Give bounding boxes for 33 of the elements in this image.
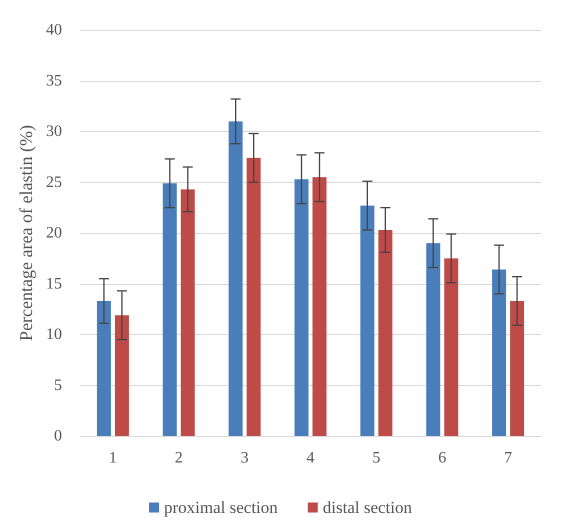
- y-tick-label: 40: [46, 22, 62, 38]
- bar: [444, 258, 458, 436]
- bar: [180, 189, 195, 436]
- bar: [162, 183, 177, 436]
- y-tick-label: 10: [46, 326, 62, 343]
- bar: [492, 270, 506, 436]
- bar: [510, 301, 524, 436]
- y-tick-label: 15: [46, 275, 62, 292]
- x-tick-label: 7: [504, 450, 512, 466]
- bar: [312, 177, 326, 436]
- y-tick-label: 5: [54, 376, 62, 394]
- legend-label: distal section: [322, 498, 413, 517]
- bar: [360, 206, 374, 436]
- y-tick-label: 35: [46, 72, 62, 90]
- bar: [378, 230, 392, 436]
- bar: [114, 315, 129, 436]
- x-tick-label: 3: [240, 450, 249, 466]
- bar: [228, 121, 243, 436]
- bar: [96, 301, 111, 436]
- x-tick-label: 4: [306, 450, 314, 466]
- bar: [426, 243, 440, 436]
- x-tick-label: 1: [108, 450, 117, 466]
- x-tick-label: 2: [174, 450, 183, 466]
- y-tick-label: 0: [54, 428, 62, 444]
- x-tick-label: 5: [372, 450, 380, 466]
- y-tick-label: 25: [46, 174, 62, 191]
- y-tick-label: 20: [46, 224, 62, 242]
- x-tick-label: 6: [438, 450, 446, 466]
- y-tick-label: 30: [46, 123, 62, 140]
- legend-label: proximal section: [164, 498, 278, 517]
- y-axis-title: Percentage area of elastin (%): [16, 125, 36, 341]
- bar: [246, 158, 261, 436]
- bar: [294, 179, 308, 436]
